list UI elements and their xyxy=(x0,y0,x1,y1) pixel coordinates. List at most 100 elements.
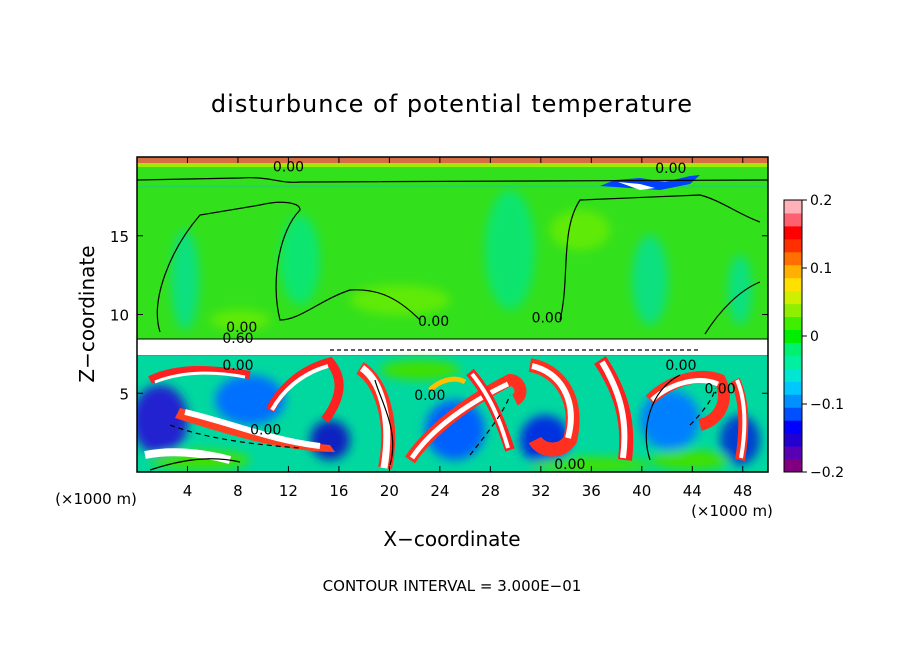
x-tick-label: 20 xyxy=(380,482,399,500)
x-axis-ticks: 4 8 12 16 20 24 28 32 36 40 44 48 xyxy=(183,157,752,500)
contour-line xyxy=(149,458,241,471)
top-boundary-band xyxy=(137,163,768,167)
colorbar-tick-label: −0.1 xyxy=(810,397,844,413)
colorbar-swatch xyxy=(784,212,802,227)
contour-interval-note: CONTOUR INTERVAL = 3.000E−01 xyxy=(323,577,582,595)
neutral-blob xyxy=(530,457,650,472)
warm-streak xyxy=(359,365,391,469)
colorbar-swatch xyxy=(784,225,802,240)
cold-blob xyxy=(640,390,700,450)
cool-patch xyxy=(632,235,668,325)
colorbar-swatch xyxy=(784,264,802,279)
warm-patch xyxy=(210,310,270,330)
colorbar-swatch xyxy=(784,459,802,473)
contour-line xyxy=(469,394,511,456)
colorbar-swatch xyxy=(784,381,802,395)
x-tick-label: 40 xyxy=(632,482,651,500)
contour-line xyxy=(156,201,421,333)
warm-streak xyxy=(599,360,628,459)
x-tick-label: 36 xyxy=(582,482,601,500)
colorbar-swatch xyxy=(784,355,802,369)
colorbar-tick-label: 0.1 xyxy=(810,261,832,277)
colorbar-tick-label: 0.2 xyxy=(810,193,832,209)
x-tick-label: 4 xyxy=(183,482,193,500)
contour-label: 0.00 xyxy=(273,159,304,175)
x-tick-label: 28 xyxy=(481,482,500,500)
x-tick-label: 12 xyxy=(279,482,298,500)
colorbar-swatch xyxy=(784,329,802,343)
warm-streak xyxy=(154,371,246,384)
contour-labels: 0.00 0.000.000.600.00 0.000.000.000.000.00… xyxy=(222,159,735,473)
upper-field-texture xyxy=(171,190,752,330)
cold-blob xyxy=(137,385,188,455)
x-tick-label: 48 xyxy=(733,482,752,500)
contour-line xyxy=(137,177,768,183)
warm-streak xyxy=(265,356,344,423)
contour-label: 0.60 xyxy=(222,331,253,347)
contour-line xyxy=(169,424,301,449)
colorbar-swatch xyxy=(784,200,802,214)
x-axis-label: X−coordinate xyxy=(383,527,520,551)
x-tick-label: 24 xyxy=(430,482,449,500)
cold-blob xyxy=(425,400,485,460)
contour-label: 0.00 xyxy=(655,161,686,177)
colorbar-ticks: 0.2 0.1 0 −0.1 −0.2 xyxy=(802,193,844,481)
y-axis-label: Z−coordinate xyxy=(75,245,99,382)
warm-streak xyxy=(735,379,747,459)
upper-stripe xyxy=(137,185,768,188)
interface-band xyxy=(137,339,768,356)
cool-patch xyxy=(485,190,535,310)
top-boundary-band xyxy=(137,157,768,163)
cool-patch xyxy=(728,255,752,325)
y-axis-ticks: 5 10 15 xyxy=(110,228,768,403)
heatmap-field xyxy=(137,157,768,472)
colorbar-swatch xyxy=(784,368,802,382)
contour-line xyxy=(704,281,761,335)
warm-patch xyxy=(550,210,610,250)
colorbar-swatch xyxy=(784,251,802,266)
contour-label: 0.00 xyxy=(226,320,257,336)
cold-blob xyxy=(310,420,350,460)
colorbar-swatch xyxy=(784,394,802,408)
x-unit-label-left: (×1000 m) xyxy=(55,490,137,508)
warm-streak xyxy=(184,409,321,449)
top-right-blue-streak xyxy=(600,175,700,190)
neutral-blob xyxy=(650,450,730,470)
contour-line xyxy=(559,194,761,321)
contour-label: 0.00 xyxy=(418,314,449,330)
colorbar xyxy=(784,200,802,473)
warm-streak xyxy=(428,376,467,392)
cool-patch xyxy=(280,215,320,305)
colorbar-swatch xyxy=(784,446,802,460)
warm-streak xyxy=(144,448,232,464)
contour-lines xyxy=(137,177,768,471)
cold-blob xyxy=(215,375,285,425)
colorbar-swatch xyxy=(784,433,802,447)
x-tick-label: 44 xyxy=(683,482,702,500)
contour-label: 0.00 xyxy=(532,311,563,327)
y-tick-label: 15 xyxy=(110,228,129,246)
contour-label: 0.00 xyxy=(704,382,735,398)
neutral-blob xyxy=(380,360,460,380)
contour-label: 0.00 xyxy=(250,422,281,438)
y-tick-label: 5 xyxy=(119,385,129,403)
y-tick-label: 10 xyxy=(110,307,129,325)
colorbar-swatch xyxy=(784,420,802,434)
warm-streak xyxy=(270,364,329,411)
warm-streak xyxy=(470,372,510,449)
contour-label: 0.00 xyxy=(414,388,445,404)
contour-line xyxy=(689,387,716,426)
colorbar-swatch xyxy=(784,277,802,292)
warm-streak xyxy=(409,381,510,460)
contour-line xyxy=(374,379,394,466)
warm-patch xyxy=(350,285,450,315)
colorbar-swatch xyxy=(784,238,802,253)
colorbar-swatch xyxy=(784,407,802,421)
contour-label: 0.00 xyxy=(222,358,253,374)
colorbar-tick-label: 0 xyxy=(810,329,819,345)
x-tick-label: 16 xyxy=(329,482,348,500)
x-tick-label: 32 xyxy=(531,482,550,500)
colorbar-swatch xyxy=(784,303,802,318)
contour-line xyxy=(645,374,681,461)
